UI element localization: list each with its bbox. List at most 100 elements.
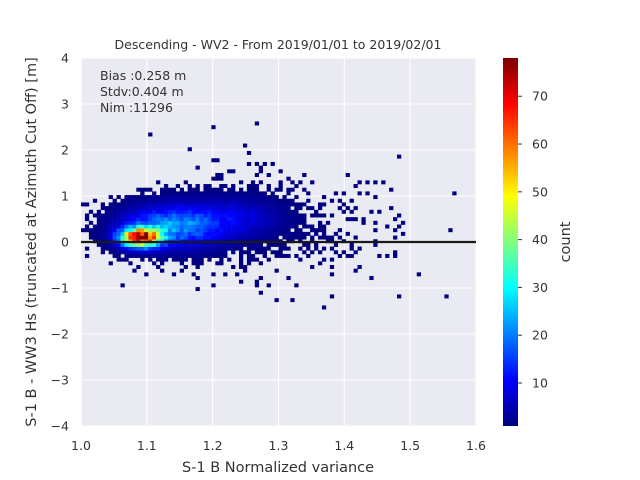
heatmap-cell bbox=[242, 265, 248, 269]
heatmap-cell bbox=[250, 180, 256, 185]
heatmap-cell bbox=[144, 206, 149, 211]
heatmap-cell bbox=[361, 217, 366, 222]
heatmap-cell bbox=[195, 265, 200, 269]
heatmap-cell bbox=[187, 184, 192, 189]
heatmap-cell bbox=[274, 198, 279, 203]
heatmap-cell bbox=[116, 250, 121, 255]
heatmap-cell bbox=[195, 228, 200, 233]
heatmap-cell bbox=[132, 235, 137, 240]
heatmap-cell bbox=[239, 231, 244, 236]
heatmap-cell bbox=[219, 242, 224, 247]
heatmap-cell bbox=[349, 242, 354, 247]
heatmap-cell bbox=[187, 220, 192, 225]
heatmap-cell bbox=[219, 220, 224, 225]
heatmap-cell bbox=[246, 150, 252, 155]
heatmap-cell bbox=[290, 198, 295, 203]
heatmap-cell bbox=[136, 202, 141, 207]
heatmap-cell bbox=[219, 257, 224, 262]
heatmap-cell bbox=[124, 213, 129, 218]
heatmap-cell bbox=[183, 213, 188, 218]
heatmap-cell bbox=[167, 235, 173, 240]
heatmap-cell bbox=[84, 246, 90, 251]
heatmap-cell bbox=[246, 246, 252, 251]
heatmap-cell bbox=[207, 246, 212, 251]
heatmap-cell bbox=[298, 202, 303, 207]
heatmap-cell bbox=[128, 228, 133, 233]
heatmap-cell bbox=[148, 224, 153, 229]
heatmap-cell bbox=[108, 231, 113, 236]
heatmap-cell bbox=[262, 206, 267, 211]
heatmap-cell bbox=[278, 187, 283, 192]
heatmap-cell bbox=[302, 217, 307, 222]
heatmap-cell bbox=[171, 272, 177, 277]
heatmap-cell bbox=[298, 246, 303, 251]
heatmap-cell bbox=[148, 209, 153, 214]
heatmap-cell bbox=[282, 220, 287, 225]
heatmap-cell bbox=[148, 253, 153, 258]
heatmap-cell bbox=[132, 268, 137, 273]
heatmap-cell bbox=[310, 265, 315, 269]
heatmap-cell bbox=[112, 209, 117, 214]
heatmap-cell bbox=[250, 220, 256, 225]
heatmap-cell bbox=[191, 246, 196, 251]
heatmap-cell bbox=[294, 209, 299, 214]
heatmap-cell bbox=[136, 231, 141, 236]
heatmap-cell bbox=[314, 209, 319, 214]
heatmap-cell bbox=[132, 217, 137, 222]
heatmap-cell bbox=[116, 220, 121, 225]
heatmap-cell bbox=[179, 220, 184, 225]
heatmap-cell bbox=[266, 224, 271, 229]
heatmap-cell bbox=[175, 257, 181, 262]
heatmap-cell bbox=[100, 242, 105, 247]
heatmap-cell bbox=[203, 209, 208, 214]
heatmap-cell bbox=[175, 191, 181, 196]
heatmap-cell bbox=[108, 242, 113, 247]
heatmap-cell bbox=[397, 213, 402, 218]
heatmap-cell bbox=[223, 242, 228, 247]
heatmap-cell bbox=[294, 202, 299, 207]
heatmap-cell bbox=[294, 220, 299, 225]
heatmap-cell bbox=[270, 242, 275, 247]
heatmap-cell bbox=[187, 202, 192, 207]
heatmap-cell bbox=[191, 217, 196, 222]
heatmap-cell bbox=[239, 250, 244, 255]
heatmap-cell bbox=[262, 191, 267, 196]
heatmap-cell bbox=[242, 143, 248, 148]
heatmap-cell bbox=[223, 224, 228, 229]
heatmap-cell bbox=[140, 198, 145, 203]
heatmap-cell bbox=[144, 231, 149, 236]
heatmap-cell bbox=[397, 294, 402, 299]
heatmap-cell bbox=[96, 217, 102, 222]
heatmap-cell bbox=[207, 253, 212, 258]
heatmap-cell bbox=[199, 242, 204, 247]
heatmap-cell bbox=[207, 235, 212, 240]
heatmap-cell bbox=[266, 257, 271, 262]
heatmap-cell bbox=[175, 195, 181, 200]
heatmap-cell bbox=[242, 224, 248, 229]
heatmap-cell bbox=[250, 228, 256, 233]
heatmap-cell bbox=[278, 228, 283, 233]
heatmap-cell bbox=[282, 198, 287, 203]
heatmap-cell bbox=[258, 198, 263, 203]
heatmap-cell bbox=[290, 224, 295, 229]
heatmap-cell bbox=[294, 213, 299, 218]
heatmap-cell bbox=[136, 228, 141, 233]
heatmap-cell bbox=[254, 235, 260, 240]
heatmap-cell bbox=[211, 246, 216, 251]
heatmap-cell bbox=[124, 235, 129, 240]
heatmap-cell bbox=[183, 180, 188, 185]
heatmap-cell bbox=[116, 195, 121, 200]
heatmap-cell bbox=[163, 224, 169, 229]
heatmap-cell bbox=[128, 213, 133, 218]
heatmap-cell bbox=[144, 198, 149, 203]
heatmap-cell bbox=[132, 224, 137, 229]
heatmap-cell bbox=[393, 217, 398, 222]
heatmap-cell bbox=[96, 224, 102, 229]
heatmap-cell bbox=[160, 250, 165, 255]
heatmap-cell bbox=[207, 250, 212, 255]
heatmap-cell bbox=[235, 191, 240, 196]
heatmap-cell bbox=[258, 165, 263, 170]
heatmap-cell bbox=[416, 272, 421, 277]
heatmap-cell bbox=[207, 195, 212, 200]
heatmap-cell bbox=[290, 180, 295, 185]
